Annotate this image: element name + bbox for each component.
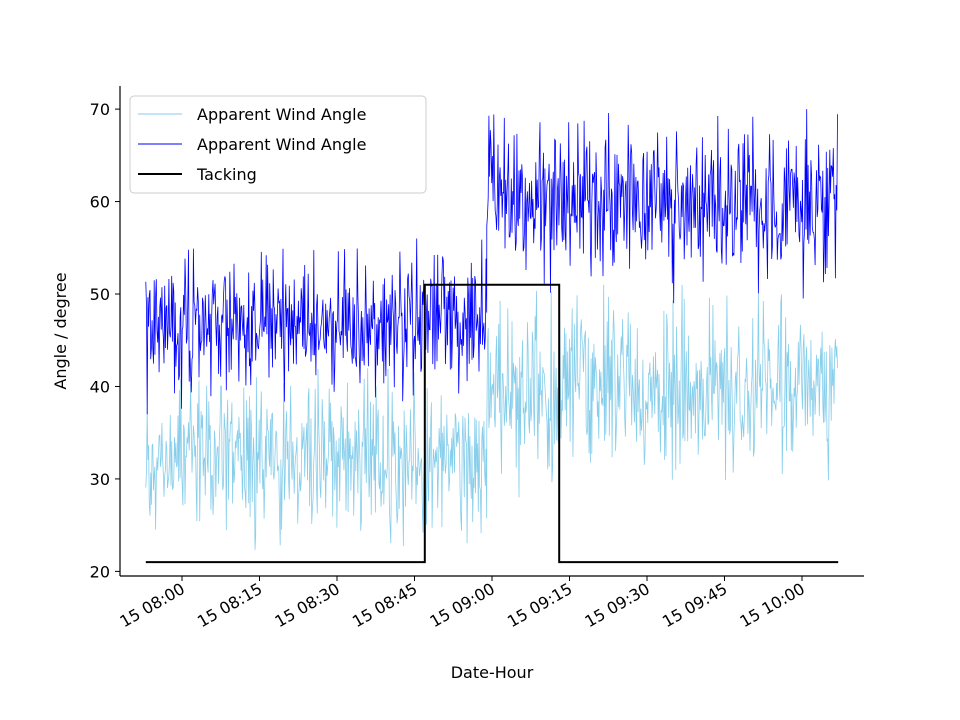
legend: Apparent Wind Angle Apparent Wind Angle Ta… — [129, 95, 427, 194]
y-axis-label: Angle / degree — [51, 272, 70, 389]
plot-area — [145, 109, 839, 564]
y-tick-label: 50 — [90, 285, 110, 304]
tacking-line — [145, 283, 839, 564]
legend-entry-1: Apparent Wind Angle — [197, 105, 366, 124]
x-axis-label: Date-Hour — [451, 663, 534, 682]
y-axis-ticks: 20 30 40 50 60 70 — [90, 100, 120, 581]
series-line-1 — [145, 284, 838, 550]
y-tick-label: 30 — [90, 470, 110, 489]
y-tick-label: 40 — [90, 377, 110, 396]
y-tick-label: 60 — [90, 193, 110, 212]
legend-entry-3: Tacking — [196, 165, 257, 184]
y-tick-label: 20 — [90, 562, 110, 581]
legend-entry-2: Apparent Wind Angle — [197, 135, 366, 154]
series-line-2 — [145, 109, 838, 415]
y-tick-label: 70 — [90, 100, 110, 119]
legend-box — [129, 95, 427, 194]
